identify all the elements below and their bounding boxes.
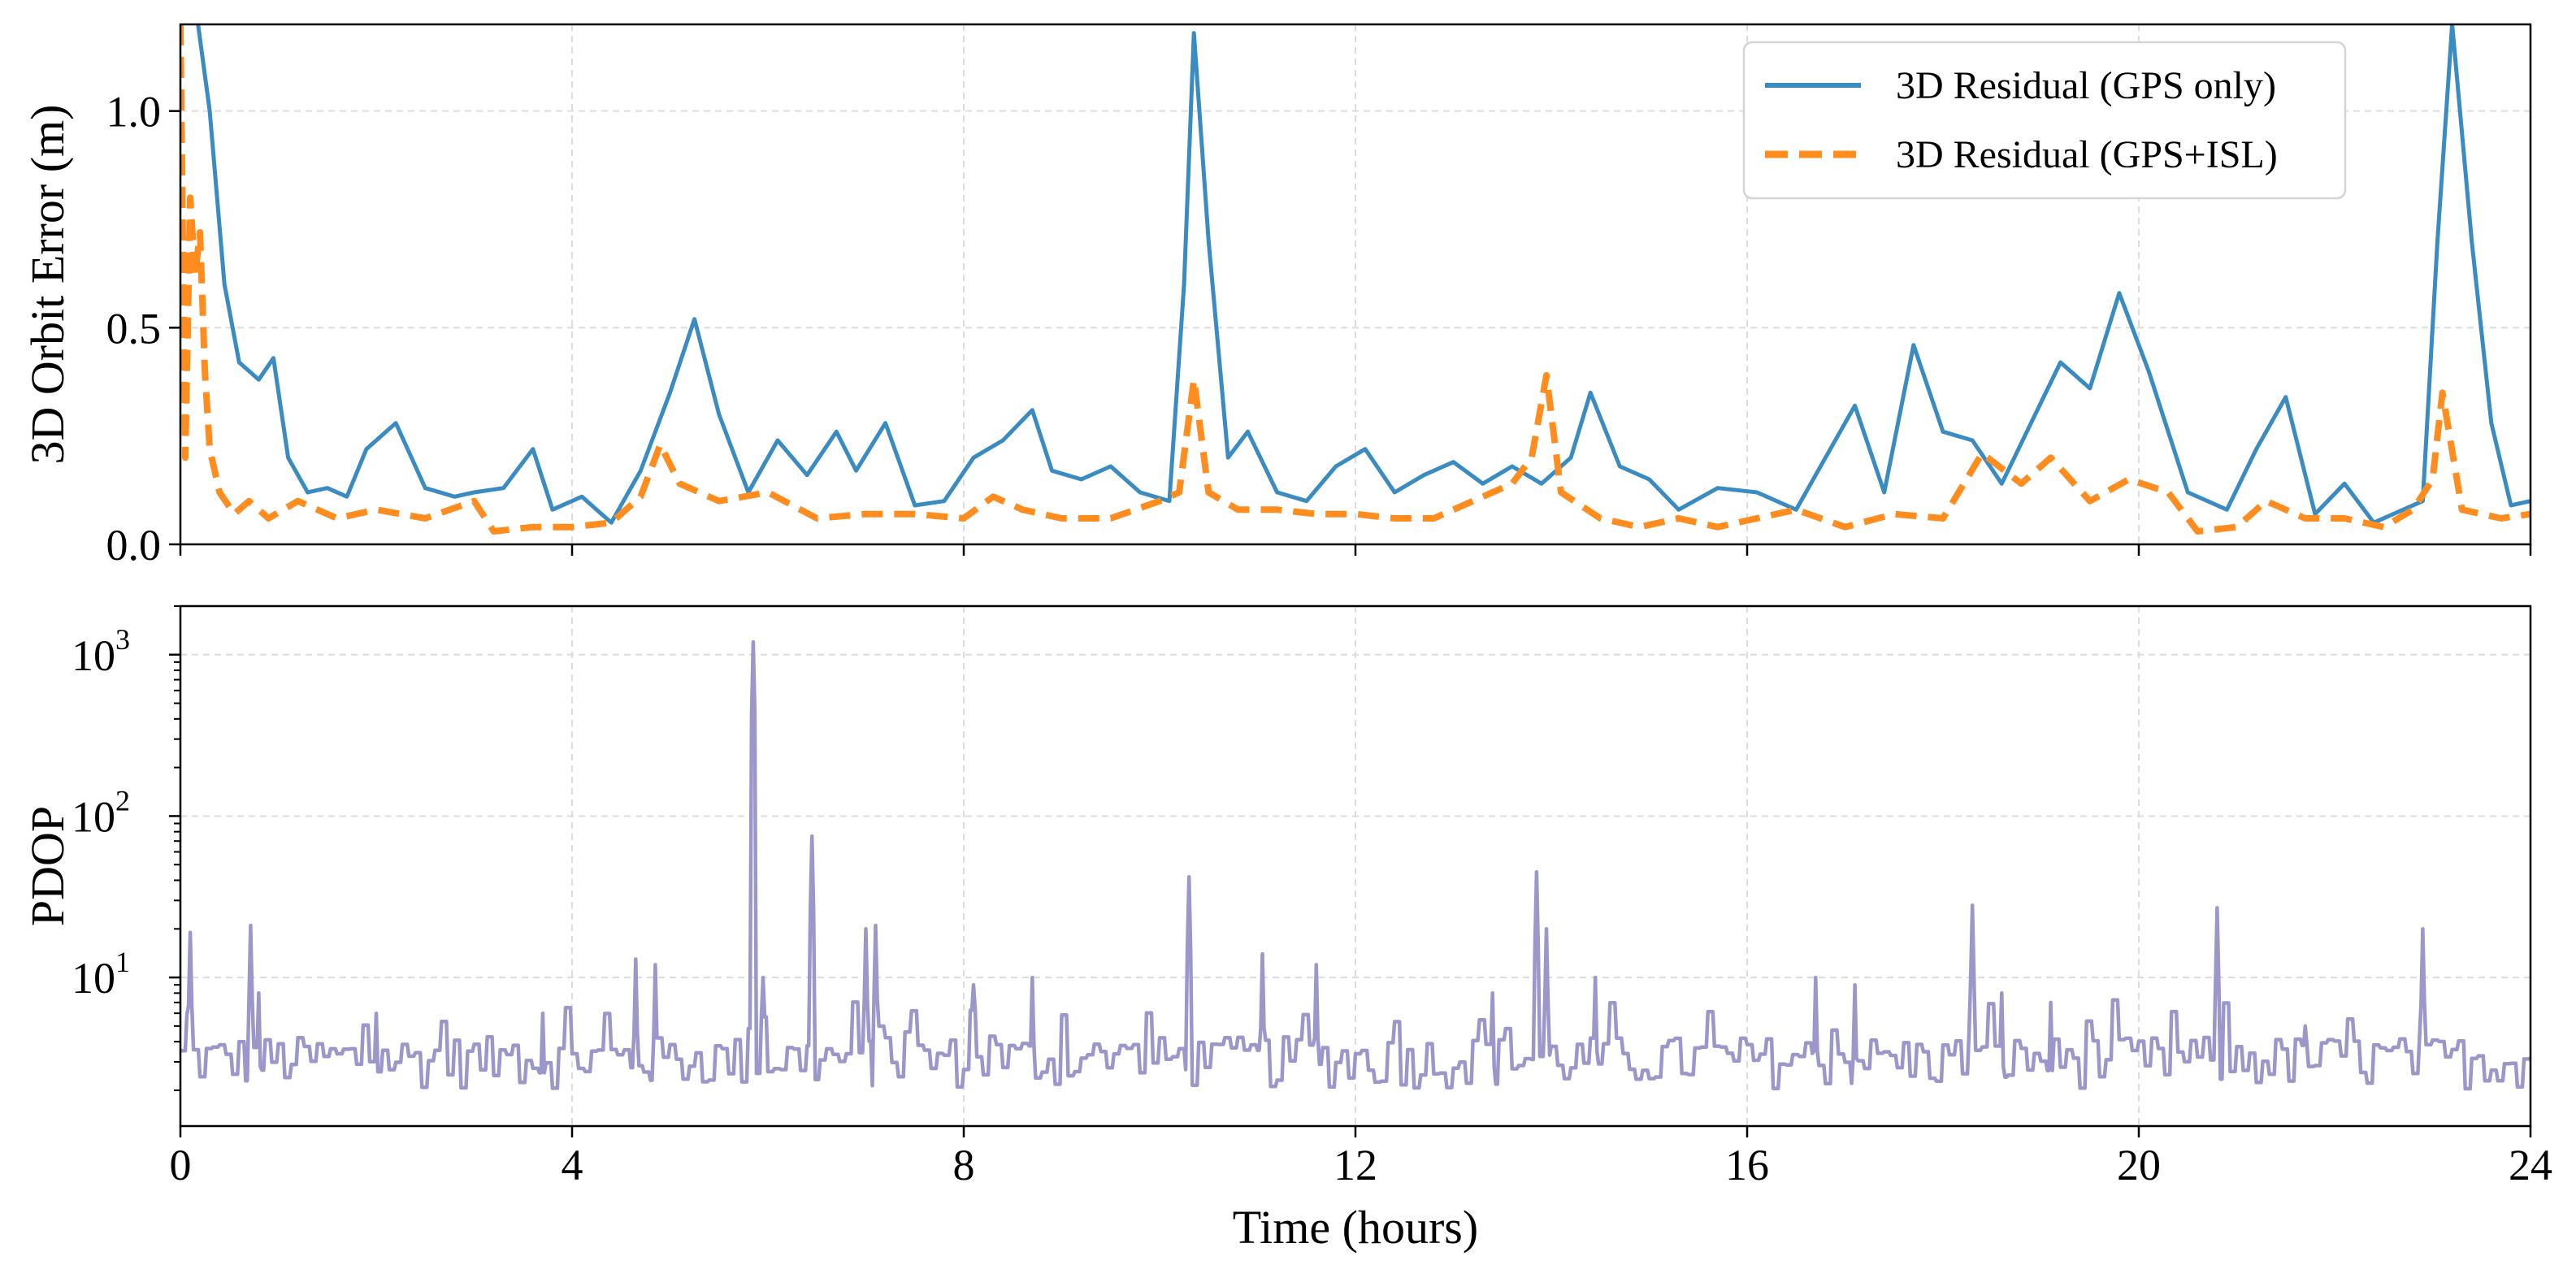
tick-exponent: 1 (115, 946, 130, 978)
series-gps-only-line (196, 24, 2530, 525)
legend: 3D Residual (GPS only) 3D Residual (GPS+… (1742, 41, 2347, 200)
series-pdop-line (180, 639, 2530, 1091)
x-tick-label: 24 (2509, 1141, 2552, 1189)
x-axis-label: Time (hours) (1233, 1201, 1478, 1254)
top-ticks: 0.0 0.5 1.0 (106, 88, 2532, 570)
series-gps-isl-line (180, 24, 2530, 535)
x-tick-label: 12 (1334, 1141, 1377, 1189)
top-y-tick-label: 0.0 (106, 521, 162, 570)
top-y-axis-label: 3D Orbit Error (m) (21, 105, 74, 465)
top-panel: 0.0 0.5 1.0 3D Orbit Error (m) 3D Residual… (21, 23, 2532, 570)
tick-exponent: 3 (115, 623, 130, 656)
top-series-group (180, 24, 2530, 535)
legend-label-gps-only: 3D Residual (GPS only) (1896, 64, 2276, 107)
legend-label-gps-isl: 3D Residual (GPS+ISL) (1896, 133, 2278, 176)
bottom-y-tick-label: 102 (72, 784, 130, 841)
top-y-tick-label: 0.5 (106, 304, 162, 353)
x-tick-label: 0 (170, 1141, 192, 1189)
bottom-y-axis-label: PDOP (21, 806, 74, 926)
bottom-y-tick-label: 103 (72, 623, 130, 680)
x-tick-label: 4 (562, 1141, 583, 1189)
x-tick-label: 16 (1725, 1141, 1769, 1189)
bottom-y-tick-label: 101 (72, 946, 130, 1003)
x-tick-label: 20 (2117, 1141, 2161, 1189)
legend-box (1742, 41, 2347, 200)
x-tick-label: 8 (953, 1141, 975, 1189)
tick-exponent: 2 (115, 784, 130, 817)
bottom-series-group (180, 639, 2530, 1091)
top-y-tick-label: 1.0 (106, 88, 162, 136)
